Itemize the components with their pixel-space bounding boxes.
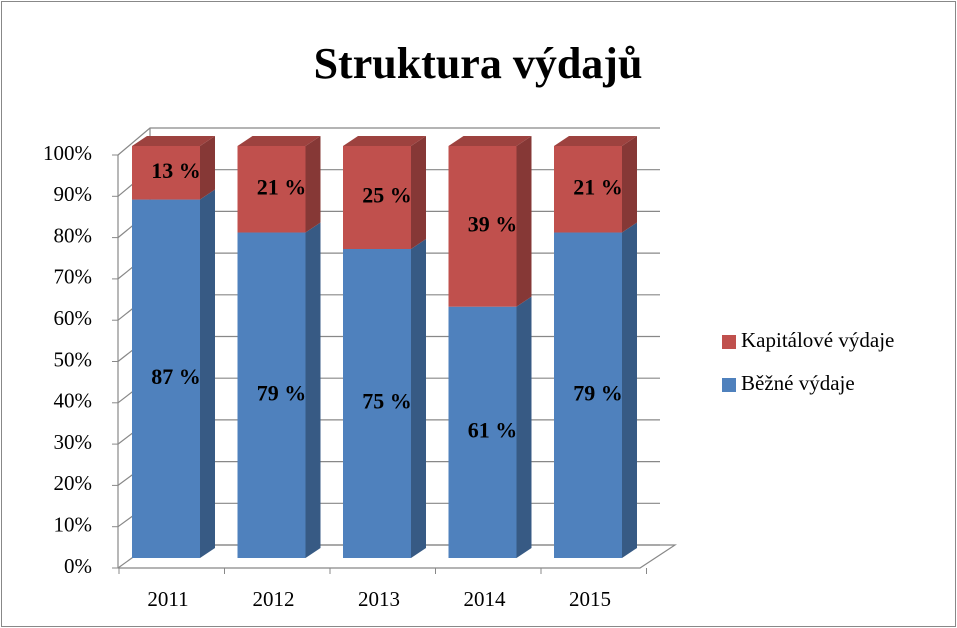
bar [554, 146, 622, 233]
x-tick-label: 2011 [147, 587, 188, 611]
bar-side [411, 239, 426, 558]
y-tick-label: 20% [54, 471, 93, 495]
bar-top [343, 136, 426, 146]
legend-label: Kapitálové výdaje [741, 328, 894, 352]
bar [132, 199, 200, 558]
x-tick-label: 2015 [569, 587, 611, 611]
bar [343, 249, 411, 558]
y-tick-label: 100% [43, 141, 92, 165]
bar-side [516, 296, 532, 558]
x-tick-label: 2014 [464, 587, 507, 611]
y-tick-label: 30% [54, 430, 93, 454]
bar-side [305, 136, 321, 233]
data-label: 25 % [362, 183, 412, 208]
data-label: 75 % [362, 389, 412, 414]
data-label: 21 % [257, 174, 307, 199]
bar-side [200, 189, 215, 558]
y-tick-label: 70% [54, 265, 93, 289]
data-label: 21 % [573, 174, 623, 199]
y-tick-label: 50% [54, 347, 93, 371]
y-tick-label: 0% [64, 554, 92, 578]
y-tick-label: 90% [54, 182, 93, 206]
bar [448, 146, 517, 307]
data-label: 13 % [151, 158, 201, 183]
data-label: 87 % [151, 364, 201, 389]
legend-label: Běžné výdaje [741, 371, 855, 395]
bar-side [200, 136, 215, 200]
chart-title: Struktura výdajů [314, 39, 643, 88]
legend-swatch [722, 335, 736, 349]
bar-side [622, 222, 637, 558]
bar [132, 146, 200, 200]
bar-side [516, 136, 532, 307]
bar [554, 232, 622, 558]
x-tick-label: 2012 [253, 587, 295, 611]
bar [237, 146, 306, 233]
bar-top [554, 136, 637, 146]
data-label: 79 % [573, 380, 623, 405]
bar-top [237, 136, 321, 146]
bar [448, 306, 517, 558]
bar-side [622, 136, 637, 233]
legend-swatch [722, 378, 736, 392]
data-label: 39 % [468, 211, 518, 236]
y-tick-label: 60% [54, 306, 93, 330]
y-tick-label: 80% [54, 223, 93, 247]
data-label: 61 % [468, 417, 518, 442]
data-label: 79 % [257, 380, 307, 405]
x-tick-label: 2013 [358, 587, 400, 611]
bar [237, 232, 306, 558]
bar-side [305, 222, 321, 558]
y-tick-label: 10% [54, 513, 93, 537]
bar [343, 146, 411, 249]
bar-top [448, 136, 532, 146]
y-tick-label: 40% [54, 389, 93, 413]
bar-side [411, 136, 426, 249]
bar-top [132, 136, 215, 146]
